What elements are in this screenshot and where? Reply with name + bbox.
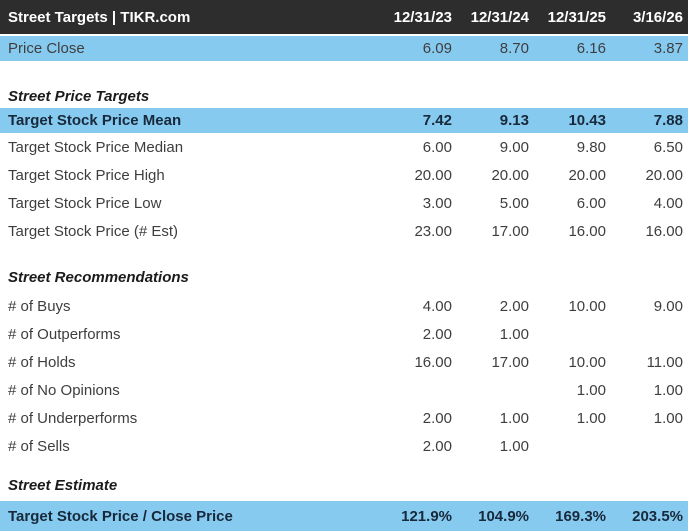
row-label: Price Close <box>8 40 85 57</box>
row-value: 20.00 <box>491 166 529 184</box>
row-value: 20.00 <box>568 166 606 184</box>
row-value: 4.00 <box>422 297 452 315</box>
section-title: Street Recommendations <box>8 268 189 286</box>
section-title: Street Estimate <box>8 476 118 494</box>
row-value: 6.16 <box>576 40 606 57</box>
row-value: 17.00 <box>491 353 529 371</box>
row-label: # of Buys <box>8 297 71 315</box>
table-row[interactable]: Target Stock Price High 20.00 20.00 20.00 20… <box>0 161 688 189</box>
row-value: 121.9% <box>401 507 452 525</box>
row-value: 1.00 <box>499 409 529 427</box>
row-label: Target Stock Price Median <box>8 138 184 156</box>
row-value: 203.5% <box>632 507 683 525</box>
row-value: 8.70 <box>499 40 529 57</box>
table-row[interactable]: Target Stock Price (# Est) 23.00 17.00 16.0… <box>0 217 688 245</box>
column-header: 12/31/23 <box>393 8 452 26</box>
row-value: 5.00 <box>499 194 529 212</box>
row-value: 10.00 <box>568 297 606 315</box>
row-value: 3.00 <box>422 194 452 212</box>
row-label: # of Outperforms <box>8 325 121 343</box>
row-label: # of No Opinions <box>8 381 120 399</box>
row-value: 9.80 <box>576 138 606 156</box>
row-value: 3.87 <box>653 40 683 57</box>
row-value: 7.88 <box>653 112 683 129</box>
table-row[interactable]: # of Underperforms 2.00 1.00 1.00 1.00 <box>0 404 688 432</box>
row-value: 1.00 <box>653 409 683 427</box>
table-section: Street Estimate Target Stock Price / Clos… <box>0 472 688 531</box>
row-label: Target Stock Price High <box>8 166 165 184</box>
row-value: 20.00 <box>645 166 683 184</box>
table-title: Street Targets | TIKR.com <box>8 8 191 26</box>
row-value: 1.00 <box>499 325 529 343</box>
row-value: 6.50 <box>653 138 683 156</box>
row-label: # of Underperforms <box>8 409 138 427</box>
table-section: Street Recommendations # of Buys 4.00 2.00 1… <box>0 262 688 460</box>
row-value: 23.00 <box>414 222 452 240</box>
row-label: Target Stock Price Low <box>8 194 162 212</box>
column-header: 3/16/26 <box>632 8 683 26</box>
row-value: 169.3% <box>555 507 606 525</box>
table-row[interactable]: Target Stock Price Median 6.00 9.00 9.80 6.5… <box>0 133 688 161</box>
row-value: 16.00 <box>414 353 452 371</box>
row-value: 2.00 <box>422 325 452 343</box>
row-value: 7.42 <box>422 112 452 129</box>
row-label: Target Stock Price Mean <box>8 112 182 129</box>
row-value: 20.00 <box>414 166 452 184</box>
table-row[interactable]: # of Sells 2.00 1.00 <box>0 432 688 460</box>
row-value: 10.43 <box>568 112 606 129</box>
table-row[interactable]: Target Stock Price Low 3.00 5.00 6.00 4.00 <box>0 189 688 217</box>
table-row[interactable]: # of Outperforms 2.00 1.00 <box>0 320 688 348</box>
table-row[interactable]: Price Close 6.09 8.70 6.16 3.87 <box>0 36 688 61</box>
row-value: 6.00 <box>422 138 452 156</box>
row-value: 11.00 <box>646 353 683 371</box>
row-value: 16.00 <box>568 222 606 240</box>
row-value: 17.00 <box>491 222 529 240</box>
row-value: 9.13 <box>499 112 529 129</box>
table-header-row: Street Targets | TIKR.com 12/31/23 12/31/… <box>0 0 688 34</box>
table-section: Street Price Targets Target Stock Price M… <box>0 85 688 245</box>
table-row[interactable]: # of No Opinions 1.00 1.00 <box>0 376 688 404</box>
row-label: Target Stock Price (# Est) <box>8 222 179 240</box>
table-row[interactable]: # of Holds 16.00 17.00 10.00 11.00 <box>0 348 688 376</box>
column-header: 12/31/24 <box>470 8 529 26</box>
row-value: 2.00 <box>422 437 452 455</box>
table-row[interactable]: # of Buys 4.00 2.00 10.00 9.00 <box>0 292 688 320</box>
row-label: # of Sells <box>8 437 70 455</box>
row-value: 16.00 <box>645 222 683 240</box>
row-value: 1.00 <box>576 381 606 399</box>
row-label: Target Stock Price / Close Price <box>8 507 233 525</box>
row-value: 9.00 <box>653 297 683 315</box>
row-value: 1.00 <box>499 437 529 455</box>
row-value: 104.9% <box>478 507 529 525</box>
row-value: 2.00 <box>422 409 452 427</box>
row-value: 6.00 <box>576 194 606 212</box>
row-value: 10.00 <box>568 353 606 371</box>
table-row[interactable]: Target Stock Price / Close Price 121.9% 10… <box>0 501 688 531</box>
row-value: 6.09 <box>422 40 452 57</box>
table-row[interactable]: Target Stock Price Mean 7.42 9.13 10.43 7.88 <box>0 108 688 133</box>
row-value: 9.00 <box>499 138 529 156</box>
column-header: 12/31/25 <box>547 8 606 26</box>
row-value: 1.00 <box>653 381 683 399</box>
section-title: Street Price Targets <box>8 88 150 105</box>
row-value: 2.00 <box>499 297 529 315</box>
row-value: 1.00 <box>576 409 606 427</box>
table-body: Price Close 6.09 8.70 6.16 3.87 Street Price … <box>0 36 688 531</box>
row-label: # of Holds <box>8 353 76 371</box>
row-value: 4.00 <box>653 194 683 212</box>
